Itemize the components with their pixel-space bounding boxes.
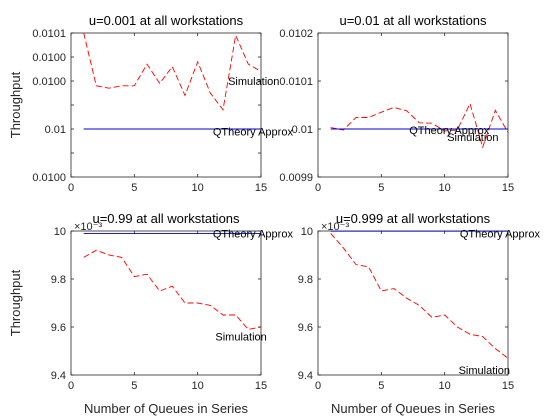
y-tick-label: 0.0099 [279, 172, 313, 184]
y-tick-label: 0.01 [45, 124, 66, 136]
x-tick-label: 10 [192, 182, 204, 194]
y-tick-label: 0.0100 [32, 172, 66, 184]
y-tick-label: 9.4 [298, 370, 313, 382]
simulation-line [83, 32, 262, 111]
y-axis-label: Throughput [8, 269, 23, 336]
subplot-4: 0 5 10 15 9.4 9.6 9.8 10 ×10⁻³ QTheory Approx Simu… [298, 211, 541, 416]
annotation-label: Simulation [228, 76, 279, 88]
annotation-label: Simulation [215, 332, 266, 344]
x-tick-label: 0 [68, 380, 74, 392]
annotation-label: QTheory Approx [213, 126, 294, 138]
x-tick-label: 0 [68, 182, 74, 194]
axes-box [317, 230, 509, 376]
exponent-label: ×10⁻³ [321, 221, 349, 233]
axes-box [70, 230, 262, 376]
subplot-title: u=0.001 at all workstations [89, 13, 244, 28]
x-axis-label: Number of Queues in Series [84, 401, 249, 416]
y-tick-label: 0.0102 [279, 28, 313, 40]
annotation-label: QTheory Approx [213, 228, 294, 240]
y-tick-label: 9.6 [51, 322, 66, 334]
y-tick-label: 0.0100 [32, 52, 66, 64]
annotation-label: Simulation [459, 365, 510, 377]
simulation-line [83, 249, 262, 330]
x-tick-label: 10 [439, 182, 451, 194]
x-tick-label: 5 [131, 182, 137, 194]
x-tick-label: 10 [192, 380, 204, 392]
y-tick-label: 9.6 [298, 322, 313, 334]
simulation-line [330, 233, 509, 359]
x-tick-label: 15 [502, 182, 514, 194]
axes-box [317, 32, 509, 178]
x-tick-label: 10 [439, 380, 451, 392]
y-axis-label: Throughput [8, 71, 23, 138]
y-tick-label: 10 [54, 226, 66, 238]
y-tick-label: 9.8 [51, 274, 66, 286]
y-tick-label: 9.8 [298, 274, 313, 286]
subplot-3: 0 5 10 15 9.4 9.6 9.8 10 ×10⁻³ QTheory Approx Simu… [8, 211, 293, 416]
annotation-label: Simulation [447, 132, 498, 144]
subplot-2: 0 5 10 15 0.0099 0.01 0.0101 0.0102 QTheory Appr… [279, 13, 514, 194]
x-tick-label: 15 [502, 380, 514, 392]
y-tick-label: 0.0101 [32, 28, 66, 40]
annotation-label: QTheory Approx [409, 125, 490, 137]
y-tick-label: 10 [301, 226, 313, 238]
x-tick-label: 0 [315, 182, 321, 194]
x-tick-label: 15 [255, 380, 267, 392]
y-tick-label: 0.01 [292, 124, 313, 136]
annotation-label: QTheory Approx [460, 228, 541, 240]
y-tick-label: 0.0100 [32, 76, 66, 88]
x-tick-label: 5 [378, 182, 384, 194]
x-tick-label: 15 [255, 182, 267, 194]
exponent-label: ×10⁻³ [74, 221, 102, 233]
subplot-1: 0 5 10 15 0.0100 0.01 0.0100 0.0100 0.0101 Simula… [8, 13, 293, 194]
simulation-line [330, 102, 509, 149]
x-tick-label: 5 [378, 380, 384, 392]
subplot-title: u=0.01 at all workstations [339, 13, 487, 28]
subplot-title: u=0.999 at all workstations [336, 211, 491, 226]
y-tick-label: 0.0101 [279, 76, 313, 88]
y-tick-label: 9.4 [51, 370, 66, 382]
x-tick-label: 5 [131, 380, 137, 392]
axes-box [70, 32, 262, 178]
x-axis-label: Number of Queues in Series [331, 401, 496, 416]
x-tick-label: 0 [315, 380, 321, 392]
subplot-title: u=0.99 at all workstations [92, 211, 240, 226]
